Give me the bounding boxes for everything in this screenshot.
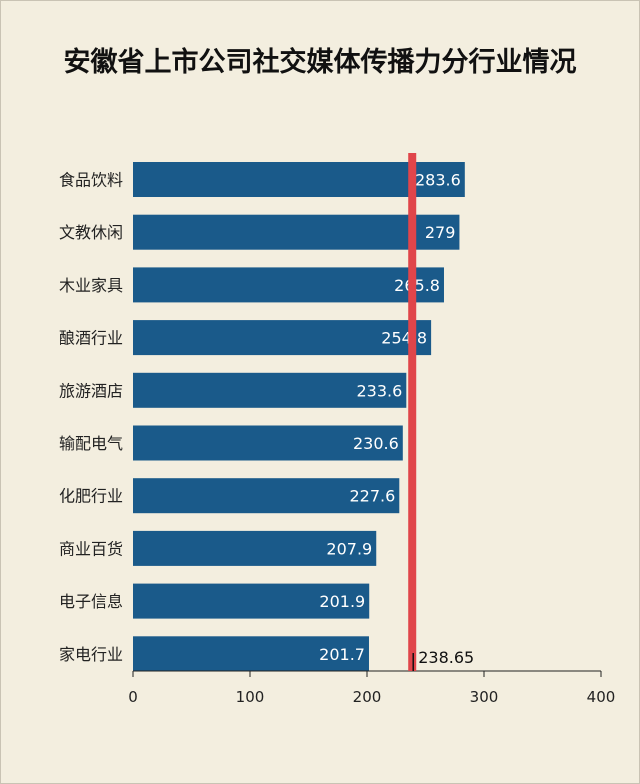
category-label: 食品饮料 [59, 171, 123, 190]
bar-10 [133, 636, 369, 672]
category-label: 化肥行业 [59, 487, 123, 506]
bar-5 [133, 372, 407, 408]
value-label: 233.6 [356, 381, 402, 400]
x-tick-label: 400 [587, 688, 616, 706]
bar-6 [133, 425, 403, 461]
category-label: 文教休闲 [59, 223, 123, 242]
value-label: 254.8 [381, 329, 427, 348]
category-label: 酿酒行业 [59, 329, 123, 348]
category-label: 电子信息 [59, 592, 123, 611]
x-tick-label: 100 [236, 688, 265, 706]
value-label: 279 [425, 223, 456, 242]
category-label: 输配电气 [59, 434, 123, 453]
value-label: 201.9 [319, 592, 365, 611]
value-label: 230.6 [353, 434, 399, 453]
bar-3 [133, 267, 444, 303]
category-label: 家电行业 [59, 645, 123, 664]
category-label: 木业家具 [59, 276, 123, 295]
category-label: 商业百货 [59, 539, 123, 558]
chart-title: 安徽省上市公司社交媒体传播力分行业情况 [63, 47, 577, 78]
value-label: 283.6 [415, 171, 461, 190]
bar-7 [133, 478, 400, 514]
value-label: 265.8 [394, 276, 440, 295]
bar-8 [133, 530, 377, 566]
x-tick-label: 200 [353, 688, 382, 706]
reference-line [408, 153, 417, 671]
category-label: 旅游酒店 [59, 381, 123, 400]
bar-2 [133, 214, 460, 250]
value-label: 207.9 [326, 539, 372, 558]
reference-value-label: 238.65 [418, 648, 474, 667]
x-tick-label: 0 [128, 688, 138, 706]
x-tick-label: 300 [470, 688, 499, 706]
value-label: 227.6 [349, 487, 395, 506]
bar-9 [133, 583, 370, 619]
bar-4 [133, 320, 432, 356]
value-label: 201.7 [319, 645, 365, 664]
